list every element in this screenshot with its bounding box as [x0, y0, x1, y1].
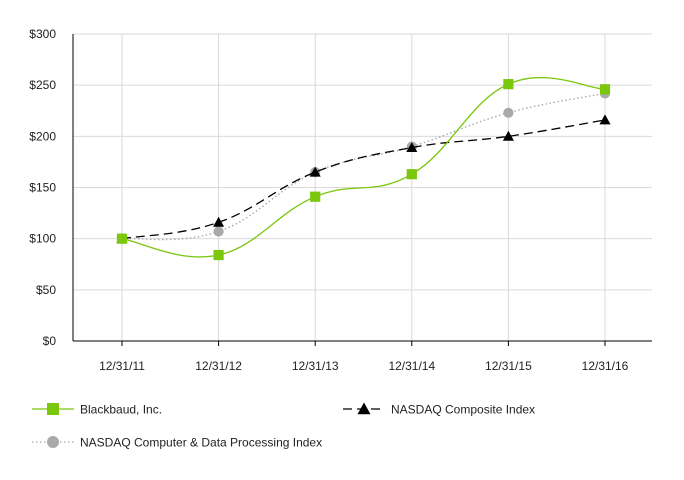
axes — [72, 34, 652, 346]
x-tick-label: 12/31/16 — [582, 359, 629, 373]
y-tick-label: $250 — [29, 78, 56, 92]
data-point-square — [599, 84, 611, 95]
legend-label: NASDAQ Computer & Data Processing Index — [80, 436, 322, 450]
legend-label: NASDAQ Composite Index — [391, 403, 535, 417]
x-tick-label: 12/31/14 — [388, 359, 435, 373]
y-tick-labels: $0 $50 $100 $150 $200 $250 $300 — [29, 27, 56, 348]
legend-swatch-marker — [47, 403, 59, 415]
series-line — [121, 76, 606, 258]
series-circle-group — [116, 88, 611, 244]
data-point-square — [116, 233, 128, 244]
data-point-square — [310, 191, 321, 202]
legend-item: NASDAQ Composite Index — [343, 402, 535, 417]
data-point-triangle — [309, 166, 321, 177]
data-point-square — [406, 169, 417, 180]
x-tick-label: 12/31/15 — [485, 359, 532, 373]
data-point-square — [213, 249, 224, 261]
data-point-triangle — [502, 130, 514, 141]
data-point-square — [503, 79, 514, 90]
y-tick-label: $100 — [29, 232, 56, 246]
y-tick-label: $150 — [29, 181, 56, 195]
legend-swatch-marker — [47, 436, 59, 448]
data-point-triangle — [406, 142, 418, 153]
y-tick-label: $50 — [36, 283, 56, 297]
data-point-circle — [503, 107, 514, 118]
legend-swatch-marker — [357, 402, 371, 415]
series-line — [121, 119, 606, 240]
series-square-group — [116, 76, 611, 261]
y-tick-label: $300 — [29, 27, 56, 41]
x-tick-label: 12/31/12 — [195, 359, 242, 373]
data-point-triangle — [213, 216, 225, 227]
series-triangle-group — [116, 114, 611, 244]
legend-item: NASDAQ Computer & Data Processing Index — [32, 436, 322, 450]
x-tick-label: 12/31/13 — [292, 359, 339, 373]
data-point-circle — [213, 226, 224, 237]
series-line — [121, 92, 606, 241]
legend-item: Blackbaud, Inc. — [32, 403, 162, 417]
y-tick-label: $0 — [43, 334, 57, 348]
legend: Blackbaud, Inc. NASDAQ Composite Index NAS… — [32, 402, 535, 450]
legend-label: Blackbaud, Inc. — [80, 403, 162, 417]
y-tick-label: $200 — [29, 129, 56, 143]
x-tick-label: 12/31/11 — [99, 359, 145, 373]
data-point-triangle — [599, 114, 611, 125]
x-tick-labels: 12/31/11 12/31/12 12/31/13 12/31/14 12/31/15… — [99, 359, 629, 373]
series — [116, 76, 611, 261]
